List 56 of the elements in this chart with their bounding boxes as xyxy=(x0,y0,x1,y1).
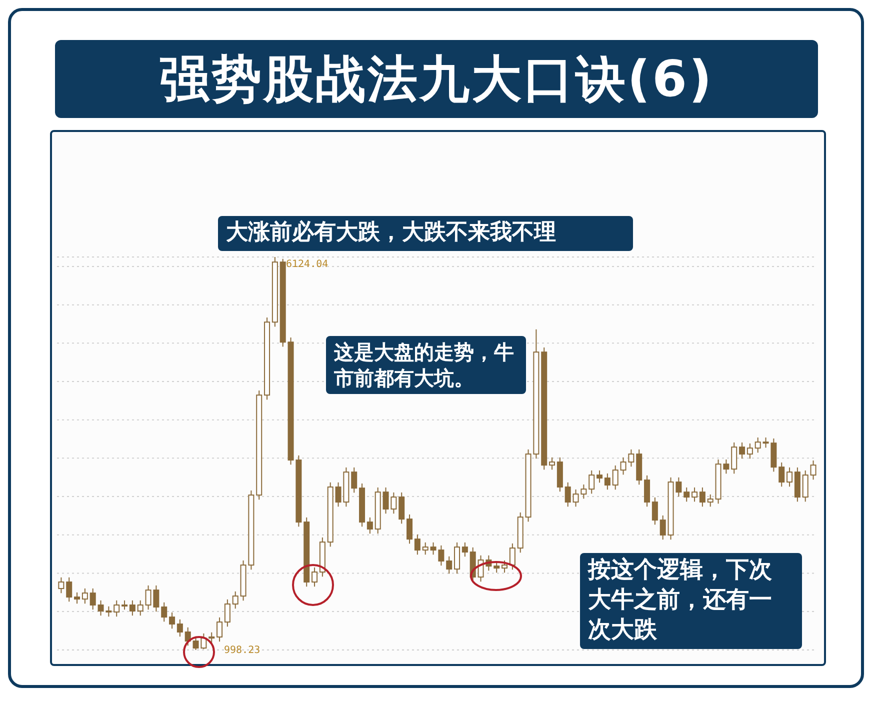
candlestick xyxy=(778,462,785,488)
candlestick xyxy=(137,600,144,616)
candlestick xyxy=(509,542,516,570)
candlestick xyxy=(232,590,238,610)
candlestick xyxy=(74,592,80,604)
candlestick xyxy=(660,514,666,540)
candlestick xyxy=(502,560,508,574)
candlestick xyxy=(90,588,96,610)
candlestick xyxy=(406,514,413,544)
candlestick xyxy=(422,542,428,556)
candlestick xyxy=(684,486,690,502)
candlestick xyxy=(414,534,420,556)
candlestick xyxy=(454,542,460,574)
candlestick xyxy=(208,632,215,644)
candlestick xyxy=(216,616,223,642)
candlestick xyxy=(398,492,405,524)
candlestick xyxy=(596,470,603,484)
candlestick xyxy=(82,588,88,604)
candlestick xyxy=(549,456,556,470)
candlestick xyxy=(810,460,816,480)
candlestick xyxy=(66,576,72,602)
candlestick xyxy=(802,470,808,502)
candlestick xyxy=(169,612,176,630)
candlestick xyxy=(588,470,595,494)
candlestick xyxy=(161,602,168,622)
candlestick xyxy=(122,600,128,610)
annotation: 6124.04 xyxy=(286,259,328,270)
annotation: 998.23 xyxy=(224,645,260,656)
candlestick xyxy=(731,442,738,474)
candlestick xyxy=(312,566,318,588)
candlestick xyxy=(446,556,452,574)
candlestick xyxy=(692,486,698,502)
candlestick xyxy=(176,618,183,638)
candlestick xyxy=(351,466,358,494)
candlestick xyxy=(746,442,753,460)
candlestick xyxy=(652,496,658,526)
candlestick xyxy=(612,464,618,490)
candlestick xyxy=(644,474,650,508)
candlestick xyxy=(184,626,191,646)
candlestick xyxy=(699,486,706,508)
annotation: 这是大盘的走势，牛市前都有大坑。 xyxy=(326,336,526,394)
candlestick xyxy=(224,598,230,628)
candlestick xyxy=(786,466,793,488)
candlestick xyxy=(739,442,746,460)
candlestick xyxy=(564,482,571,508)
candlestick xyxy=(129,600,136,616)
candlestick xyxy=(58,576,64,594)
candlestick xyxy=(366,516,373,534)
candlestick xyxy=(754,436,761,454)
candlestick xyxy=(462,542,468,558)
text: 大涨前必有大跌，大跌不来我不理 xyxy=(218,216,633,251)
candlestick xyxy=(604,472,610,490)
candlestick xyxy=(114,600,120,618)
annotation: 按这个逻辑，下次大牛之前，还有一次大跌 xyxy=(580,553,802,649)
chart-title: 强势股战法九大口诀(6) xyxy=(55,40,818,118)
candlestick xyxy=(707,494,714,508)
